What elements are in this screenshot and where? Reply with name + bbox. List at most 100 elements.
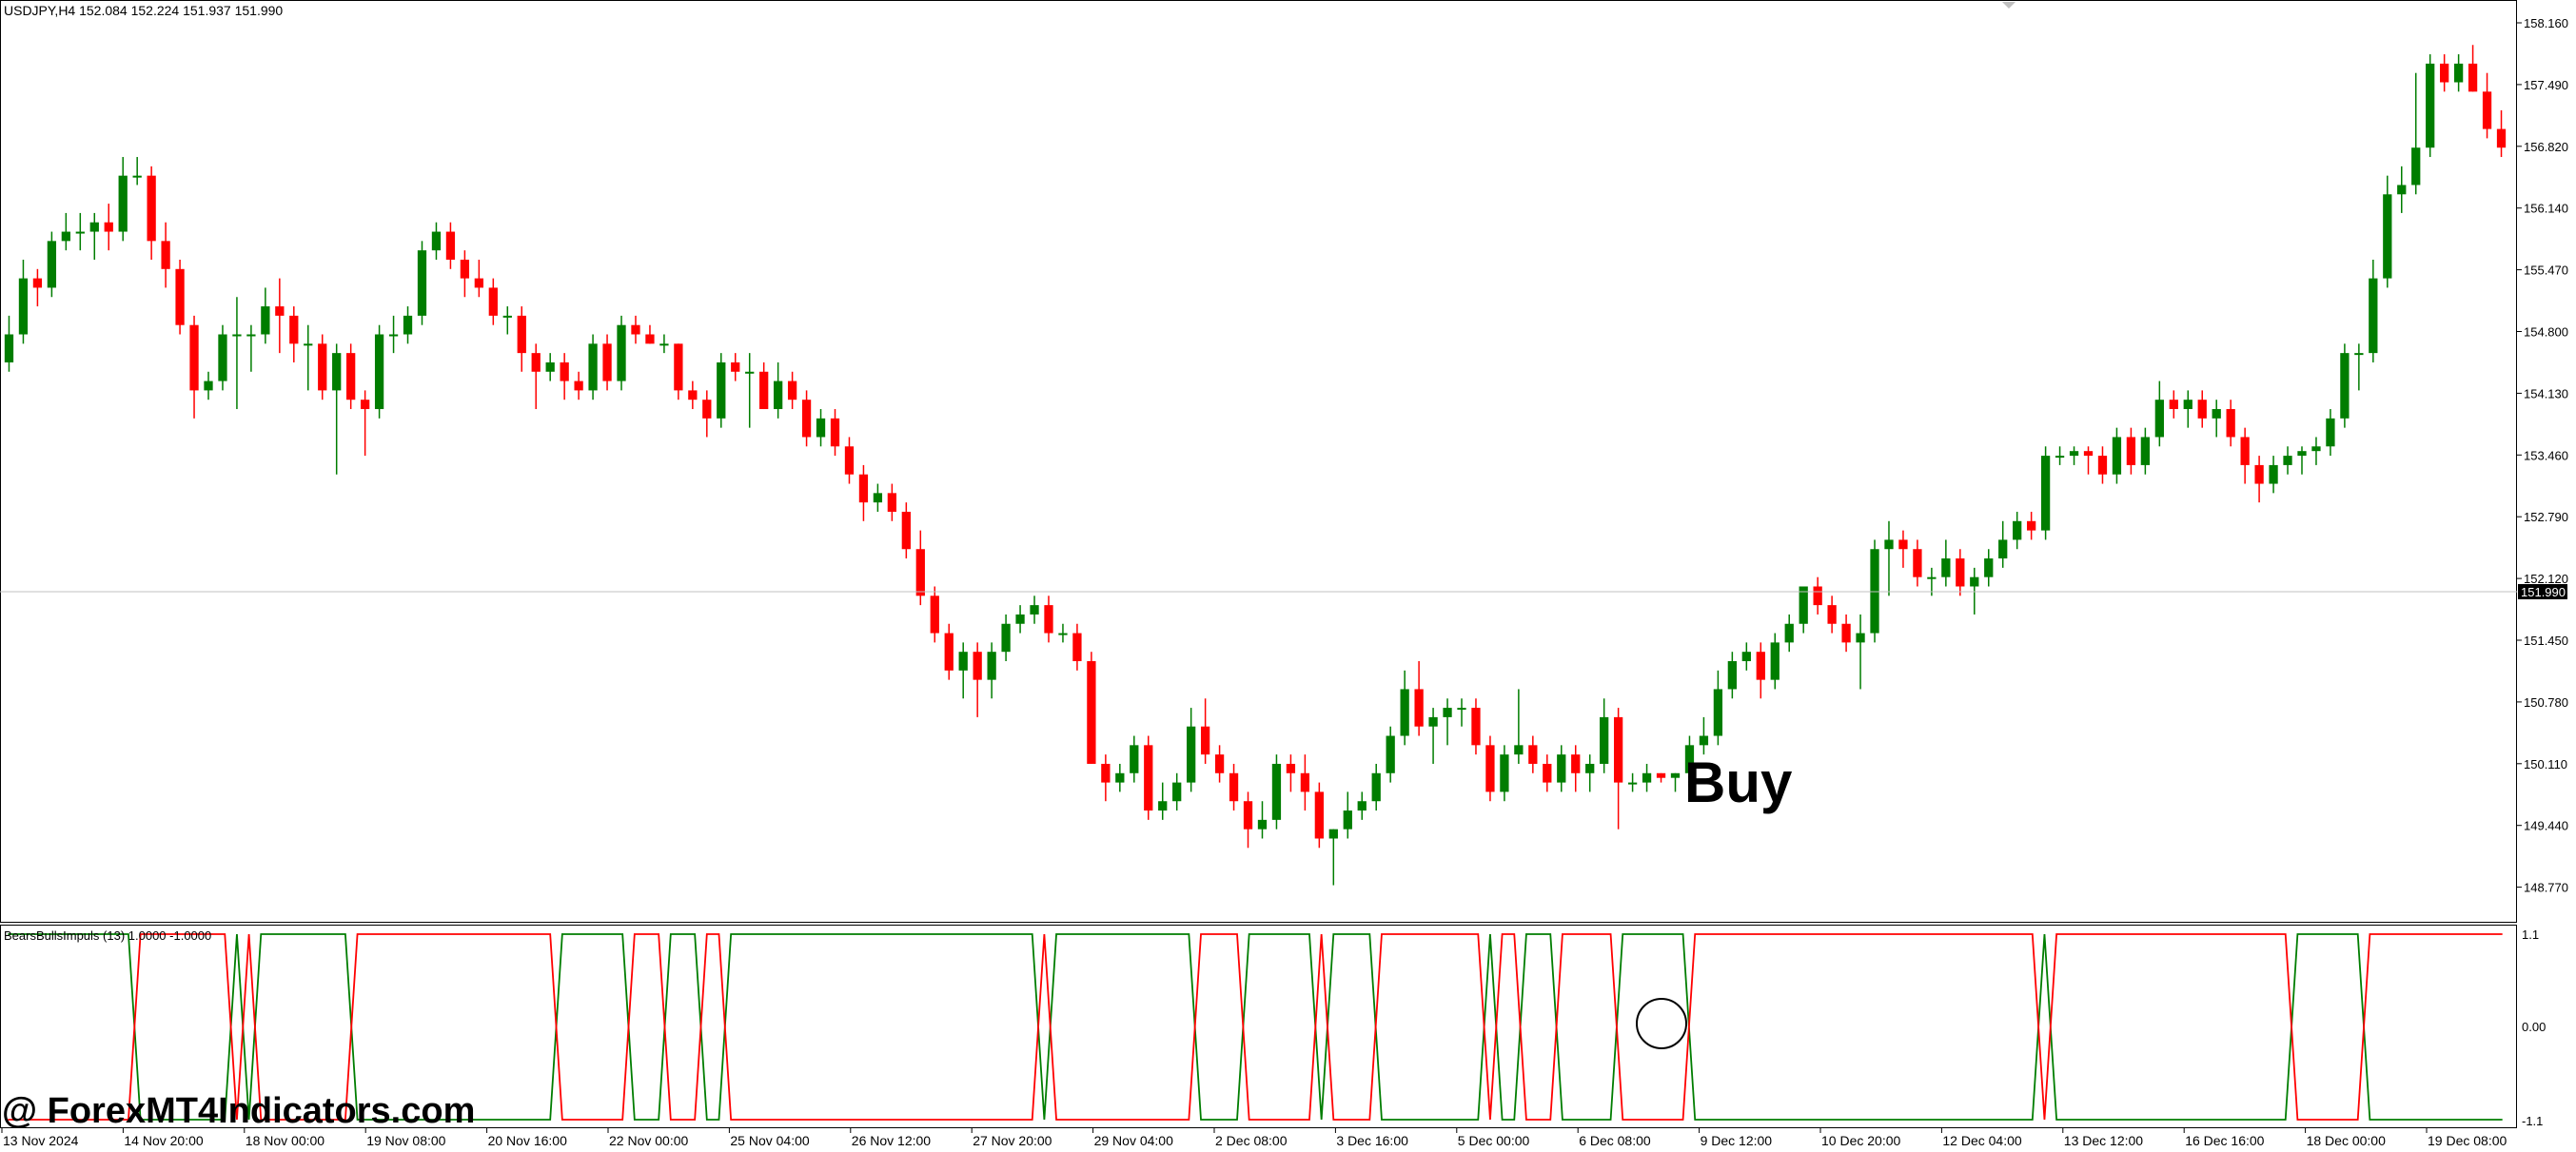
candle-body-bull — [118, 175, 128, 232]
candle-body-bull — [1130, 745, 1139, 773]
candle-body-bull — [4, 334, 14, 362]
candle — [1286, 754, 1296, 792]
candle — [688, 381, 698, 410]
candle-body-bull — [1927, 576, 1937, 579]
candle-body-bull — [1627, 782, 1638, 785]
candle — [2040, 446, 2051, 540]
candle-body-bear — [1571, 754, 1581, 773]
candle-body-bear — [1613, 716, 1623, 783]
candle — [659, 334, 669, 354]
candle-body-bull — [2040, 456, 2051, 531]
candle — [1328, 829, 1338, 886]
candle-body-bear — [147, 175, 156, 242]
candle — [2397, 166, 2407, 213]
candle — [1257, 801, 1268, 839]
candle-body-bear — [2240, 437, 2250, 465]
price-tick-label: 157.490 — [2524, 78, 2568, 92]
candle — [1941, 539, 1951, 587]
candle — [1386, 726, 1395, 783]
candle — [189, 315, 199, 419]
candle-body-bull — [816, 418, 826, 438]
candle-body-bull — [1998, 539, 2008, 559]
candle — [1741, 642, 1751, 671]
candle-body-bear — [973, 652, 982, 680]
candle — [1600, 698, 1609, 773]
indicator-panel-frame — [0, 925, 2517, 1128]
candle-body-bull — [1500, 754, 1509, 792]
time-tick-label: 13 Dec 12:00 — [2064, 1133, 2143, 1148]
candle — [2013, 511, 2022, 550]
time-tick-label: 9 Dec 12:00 — [1701, 1133, 1773, 1148]
candle-body-bear — [1314, 791, 1324, 839]
candle-body-bull — [332, 353, 342, 391]
candle — [1015, 605, 1025, 634]
candle-body-bear — [531, 353, 541, 372]
candle — [602, 334, 612, 391]
candle-body-bear — [674, 343, 683, 391]
time-tick-label: 12 Dec 04:00 — [1942, 1133, 2021, 1148]
time-tick-label: 18 Dec 00:00 — [2307, 1133, 2386, 1148]
candle — [631, 315, 640, 344]
candle-body-bear — [1286, 763, 1296, 773]
candle-body-bull — [1058, 633, 1068, 635]
candle — [218, 324, 227, 391]
candle-body-bear — [2027, 520, 2036, 531]
time-tick-label: 27 Nov 20:00 — [973, 1133, 1052, 1148]
candle — [1357, 791, 1367, 820]
time-tick-label: 3 Dec 16:00 — [1336, 1133, 1408, 1148]
candle-body-bull — [1941, 558, 1951, 577]
candle — [2440, 54, 2449, 92]
candle — [2254, 456, 2264, 503]
indicator-level-mid: 0.00 — [2522, 1020, 2546, 1034]
candle — [2269, 456, 2278, 494]
candle — [958, 642, 968, 699]
candle-body-bull — [218, 334, 227, 381]
candle-body-bear — [1528, 745, 1538, 764]
candle-body-bear — [445, 231, 456, 260]
candle-body-bear — [1044, 605, 1053, 634]
candle-body-bull — [588, 343, 598, 391]
candle-body-bear — [1543, 763, 1552, 783]
candle — [4, 315, 14, 372]
candle — [460, 250, 470, 298]
candle-body-bull — [431, 231, 442, 251]
shift-marker-icon[interactable] — [2002, 2, 2016, 9]
candle-body-bear — [2226, 409, 2235, 438]
price-tick-label: 150.780 — [2524, 695, 2568, 710]
candle-body-bear — [104, 222, 113, 232]
candle — [289, 306, 299, 362]
candle — [32, 268, 43, 307]
candle — [745, 353, 755, 428]
candle — [2140, 427, 2151, 475]
candle — [1443, 698, 1452, 746]
candle-body-bear — [2254, 464, 2264, 484]
candle — [2311, 437, 2321, 465]
candle — [1557, 745, 1566, 792]
candle-body-bull — [1428, 716, 1438, 727]
candle-body-bear — [32, 278, 43, 288]
candle-body-bull — [1970, 576, 1979, 587]
time-tick-label: 16 Dec 16:00 — [2185, 1133, 2264, 1148]
time-tick-label: 5 Dec 00:00 — [1458, 1133, 1530, 1148]
candle — [1884, 520, 1894, 596]
candle — [1101, 754, 1111, 802]
candle-body-bear — [2197, 400, 2207, 419]
time-tick-label: 20 Nov 16:00 — [488, 1133, 567, 1148]
candle — [1187, 708, 1196, 792]
candle-body-bear — [602, 343, 612, 381]
time-tick-label: 2 Dec 08:00 — [1215, 1133, 1288, 1148]
candles-layer — [4, 45, 2507, 886]
time-tick-label: 14 Nov 20:00 — [124, 1133, 203, 1148]
candle-body-bear — [830, 418, 840, 447]
candle-body-bull — [1585, 763, 1595, 773]
current-price-label: 151.990 — [2521, 585, 2566, 599]
candle-body-bull — [1799, 586, 1808, 624]
candle-body-bull — [1257, 819, 1268, 830]
candle-body-bear — [2482, 91, 2492, 129]
candle — [1144, 735, 1153, 820]
candle — [574, 371, 583, 400]
candle-body-bull — [2055, 456, 2065, 459]
bulls-impulse-line — [8, 933, 2503, 1121]
candle — [1727, 652, 1737, 699]
candle-body-bear — [560, 361, 569, 381]
